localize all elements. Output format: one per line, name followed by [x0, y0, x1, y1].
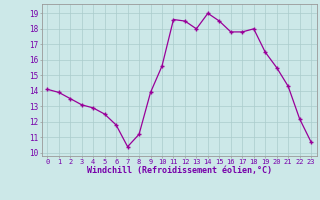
X-axis label: Windchill (Refroidissement éolien,°C): Windchill (Refroidissement éolien,°C)	[87, 166, 272, 175]
